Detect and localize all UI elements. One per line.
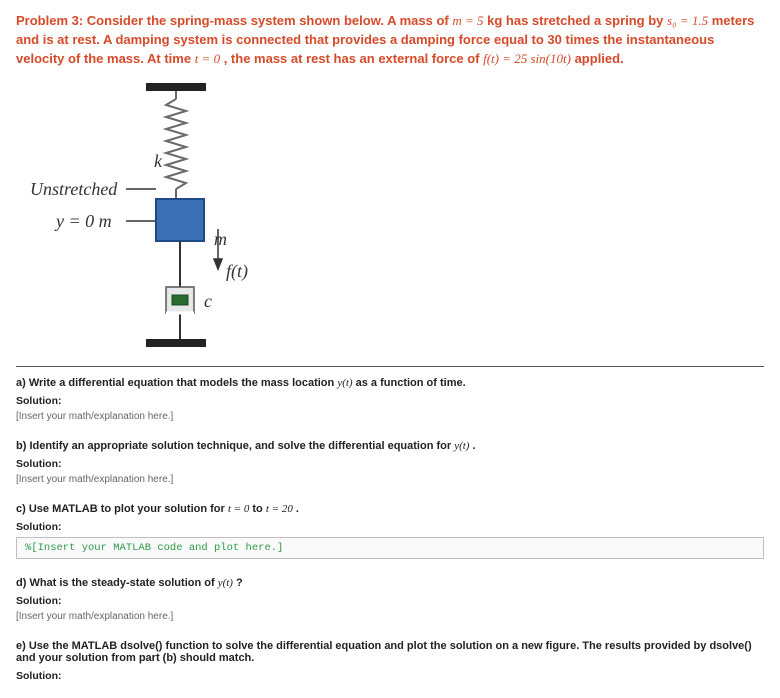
part-e: e) Use the MATLAB dsolve() function to s… <box>16 640 764 682</box>
label-m: m <box>214 229 227 249</box>
part-c-post: . <box>296 503 299 515</box>
part-c-code-placeholder: %[Insert your MATLAB code and plot here.… <box>25 542 283 554</box>
damper-icon <box>166 287 194 313</box>
spring-icon <box>166 91 186 199</box>
part-a-math: y(t) <box>337 377 352 389</box>
part-c-code-box: %[Insert your MATLAB code and plot here.… <box>16 537 764 559</box>
part-e-title: e) Use the MATLAB dsolve() function to s… <box>16 640 764 664</box>
part-b: b) Identify an appropriate solution tech… <box>16 440 764 485</box>
part-a: a) Write a differential equation that mo… <box>16 377 764 422</box>
part-c-title: c) Use MATLAB to plot your solution for … <box>16 503 764 515</box>
problem-text-2: kg has stretched a spring by <box>487 13 667 28</box>
label-k: k <box>154 151 163 171</box>
part-c-mid: to <box>252 503 265 515</box>
part-c-pre: c) Use MATLAB to plot your solution for <box>16 503 228 515</box>
part-d-math: y(t) <box>218 577 233 589</box>
math-f: f(t) = 25 sin(10t) <box>483 51 571 66</box>
part-c-solution-label: Solution: <box>16 521 764 533</box>
part-b-solution-label: Solution: <box>16 458 764 470</box>
part-b-placeholder: [Insert your math/explanation here.] <box>16 474 764 485</box>
part-a-post: as a function of time. <box>356 377 466 389</box>
label-y0: y = 0 m <box>54 211 112 231</box>
part-a-placeholder: [Insert your math/explanation here.] <box>16 411 764 422</box>
problem-text-1: Problem 3: Consider the spring-mass syst… <box>16 13 452 28</box>
top-bar <box>146 83 206 91</box>
math-s0: s₀ = 1.5 <box>667 13 708 28</box>
part-d: d) What is the steady-state solution of … <box>16 577 764 622</box>
label-unstretched: Unstretched <box>30 179 118 199</box>
part-a-pre: a) Write a differential equation that mo… <box>16 377 337 389</box>
part-d-placeholder: [Insert your math/explanation here.] <box>16 611 764 622</box>
part-e-solution-label: Solution: <box>16 670 764 682</box>
part-b-pre: b) Identify an appropriate solution tech… <box>16 440 454 452</box>
part-d-pre: d) What is the steady-state solution of <box>16 577 218 589</box>
part-b-post: . <box>473 440 476 452</box>
math-m: m = 5 <box>452 13 483 28</box>
part-b-title: b) Identify an appropriate solution tech… <box>16 440 764 452</box>
part-d-title: d) What is the steady-state solution of … <box>16 577 764 589</box>
part-c: c) Use MATLAB to plot your solution for … <box>16 503 764 559</box>
label-ft: f(t) <box>226 261 248 282</box>
mass-block <box>156 199 204 241</box>
part-c-math1: t = 0 <box>228 503 249 515</box>
part-d-solution-label: Solution: <box>16 595 764 607</box>
math-t0: t = 0 <box>195 51 220 66</box>
spring-mass-diagram: k Unstretched y = 0 m m f(t) c <box>16 77 764 360</box>
section-divider <box>16 366 764 367</box>
part-a-title: a) Write a differential equation that mo… <box>16 377 764 389</box>
part-d-post: ? <box>236 577 243 589</box>
problem-text-5: applied. <box>575 51 624 66</box>
problem-statement: Problem 3: Consider the spring-mass syst… <box>16 12 764 69</box>
part-c-math2: t = 20 <box>266 503 293 515</box>
part-b-math: y(t) <box>454 440 469 452</box>
problem-text-4: , the mass at rest has an external force… <box>224 51 483 66</box>
label-c: c <box>204 291 212 311</box>
part-a-solution-label: Solution: <box>16 395 764 407</box>
bottom-bar <box>146 339 206 347</box>
